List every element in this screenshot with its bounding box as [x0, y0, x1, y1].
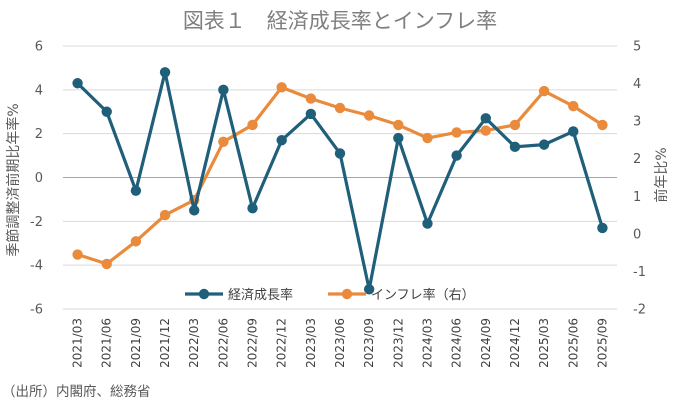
gridlines — [63, 45, 617, 310]
series-0 — [72, 67, 608, 295]
data-point — [363, 284, 375, 295]
legend: 経済成長率 インフレ率（右） — [185, 287, 475, 303]
x-tick-label: 2025/03 — [537, 318, 551, 368]
data-point — [422, 218, 433, 229]
data-point — [393, 132, 404, 144]
x-tick-label: 2025/06 — [566, 318, 580, 368]
x-tick-label: 2022/12 — [275, 318, 289, 368]
right-tick-label: 3 — [633, 115, 641, 130]
data-point — [247, 119, 258, 131]
series-1 — [72, 82, 608, 270]
x-tick-label: 2023/06 — [333, 318, 347, 368]
left-axis-ticks: 6 4 2 0 -2 -4 -6 — [30, 40, 43, 318]
data-point — [509, 141, 521, 153]
data-point — [101, 106, 112, 117]
data-point — [218, 84, 229, 96]
data-point — [451, 150, 462, 161]
data-point — [189, 205, 200, 216]
data-point — [305, 108, 317, 120]
data-point — [451, 127, 462, 138]
right-tick-label: 0 — [633, 227, 641, 242]
left-tick-label: 2 — [35, 127, 43, 142]
legend-label: 経済成長率 — [228, 287, 293, 303]
series-layer — [72, 67, 608, 295]
x-tick-label: 2025/09 — [595, 318, 609, 368]
left-tick-label: 4 — [35, 83, 43, 98]
left-tick-label: -2 — [30, 215, 43, 230]
data-point — [276, 82, 287, 93]
data-point — [334, 102, 346, 114]
data-point — [130, 185, 142, 196]
data-point — [597, 222, 608, 234]
data-point — [538, 139, 550, 150]
data-point — [568, 126, 579, 137]
right-axis-ticks: 5 4 3 2 1 0 -1 -2 — [633, 40, 646, 318]
data-point — [276, 135, 287, 146]
y-axis-label-left: 季節調整済前期比年率% — [5, 103, 22, 256]
x-tick-label: 2021/06 — [100, 318, 114, 368]
right-tick-label: -1 — [633, 265, 646, 280]
legend-swatch-marker — [198, 288, 210, 300]
data-point — [159, 209, 171, 221]
right-tick-label: 5 — [633, 40, 641, 55]
left-tick-label: -6 — [30, 303, 43, 318]
x-tick-label: 2024/12 — [508, 318, 522, 368]
left-tick-label: 0 — [35, 171, 43, 186]
data-point — [480, 113, 491, 124]
data-point — [130, 236, 142, 247]
x-tick-label: 2022/09 — [246, 318, 260, 368]
left-tick-label: -4 — [30, 259, 43, 274]
data-point — [568, 100, 579, 112]
data-point — [334, 148, 346, 159]
x-tick-label: 2021/12 — [158, 318, 172, 368]
data-point — [159, 67, 171, 78]
x-tick-label: 2024/03 — [420, 318, 434, 368]
data-point — [480, 125, 491, 136]
x-tick-label: 2023/03 — [304, 318, 318, 368]
data-point — [538, 85, 550, 97]
x-tick-label: 2024/06 — [450, 318, 464, 368]
data-point — [247, 202, 258, 214]
x-axis-ticks: 2021/03 2021/06 2021/09 2021/12 2022/03 2022/… — [71, 318, 610, 368]
x-tick-label: 2021/09 — [129, 318, 143, 368]
x-tick-label: 2023/12 — [391, 318, 405, 368]
x-tick-label: 2024/09 — [479, 318, 493, 368]
x-tick-label: 2022/03 — [187, 318, 201, 368]
right-tick-label: 4 — [633, 77, 641, 92]
right-tick-label: 2 — [633, 152, 641, 167]
legend-swatch-marker — [341, 288, 353, 300]
y-axis-label-right: 前年比% — [653, 147, 670, 202]
data-point — [101, 258, 112, 270]
data-point — [393, 119, 404, 131]
data-point — [72, 249, 83, 260]
left-tick-label: 6 — [35, 40, 43, 55]
data-point — [305, 93, 317, 104]
legend-label: インフレ率（右） — [371, 287, 475, 303]
data-point — [509, 119, 521, 131]
x-tick-label: 2021/03 — [71, 318, 85, 368]
source-note: （出所）内閣府、総務省 — [2, 384, 151, 400]
data-point — [363, 110, 375, 121]
chart-title: 図表１ 経済成長率とインフレ率 — [183, 9, 497, 33]
right-tick-label: -2 — [633, 303, 646, 318]
data-point — [422, 132, 433, 144]
data-point — [72, 78, 83, 89]
right-tick-label: 1 — [633, 190, 641, 205]
data-point — [218, 136, 229, 148]
x-tick-label: 2023/09 — [362, 318, 376, 368]
x-tick-label: 2022/06 — [216, 318, 230, 368]
data-point — [597, 119, 608, 131]
